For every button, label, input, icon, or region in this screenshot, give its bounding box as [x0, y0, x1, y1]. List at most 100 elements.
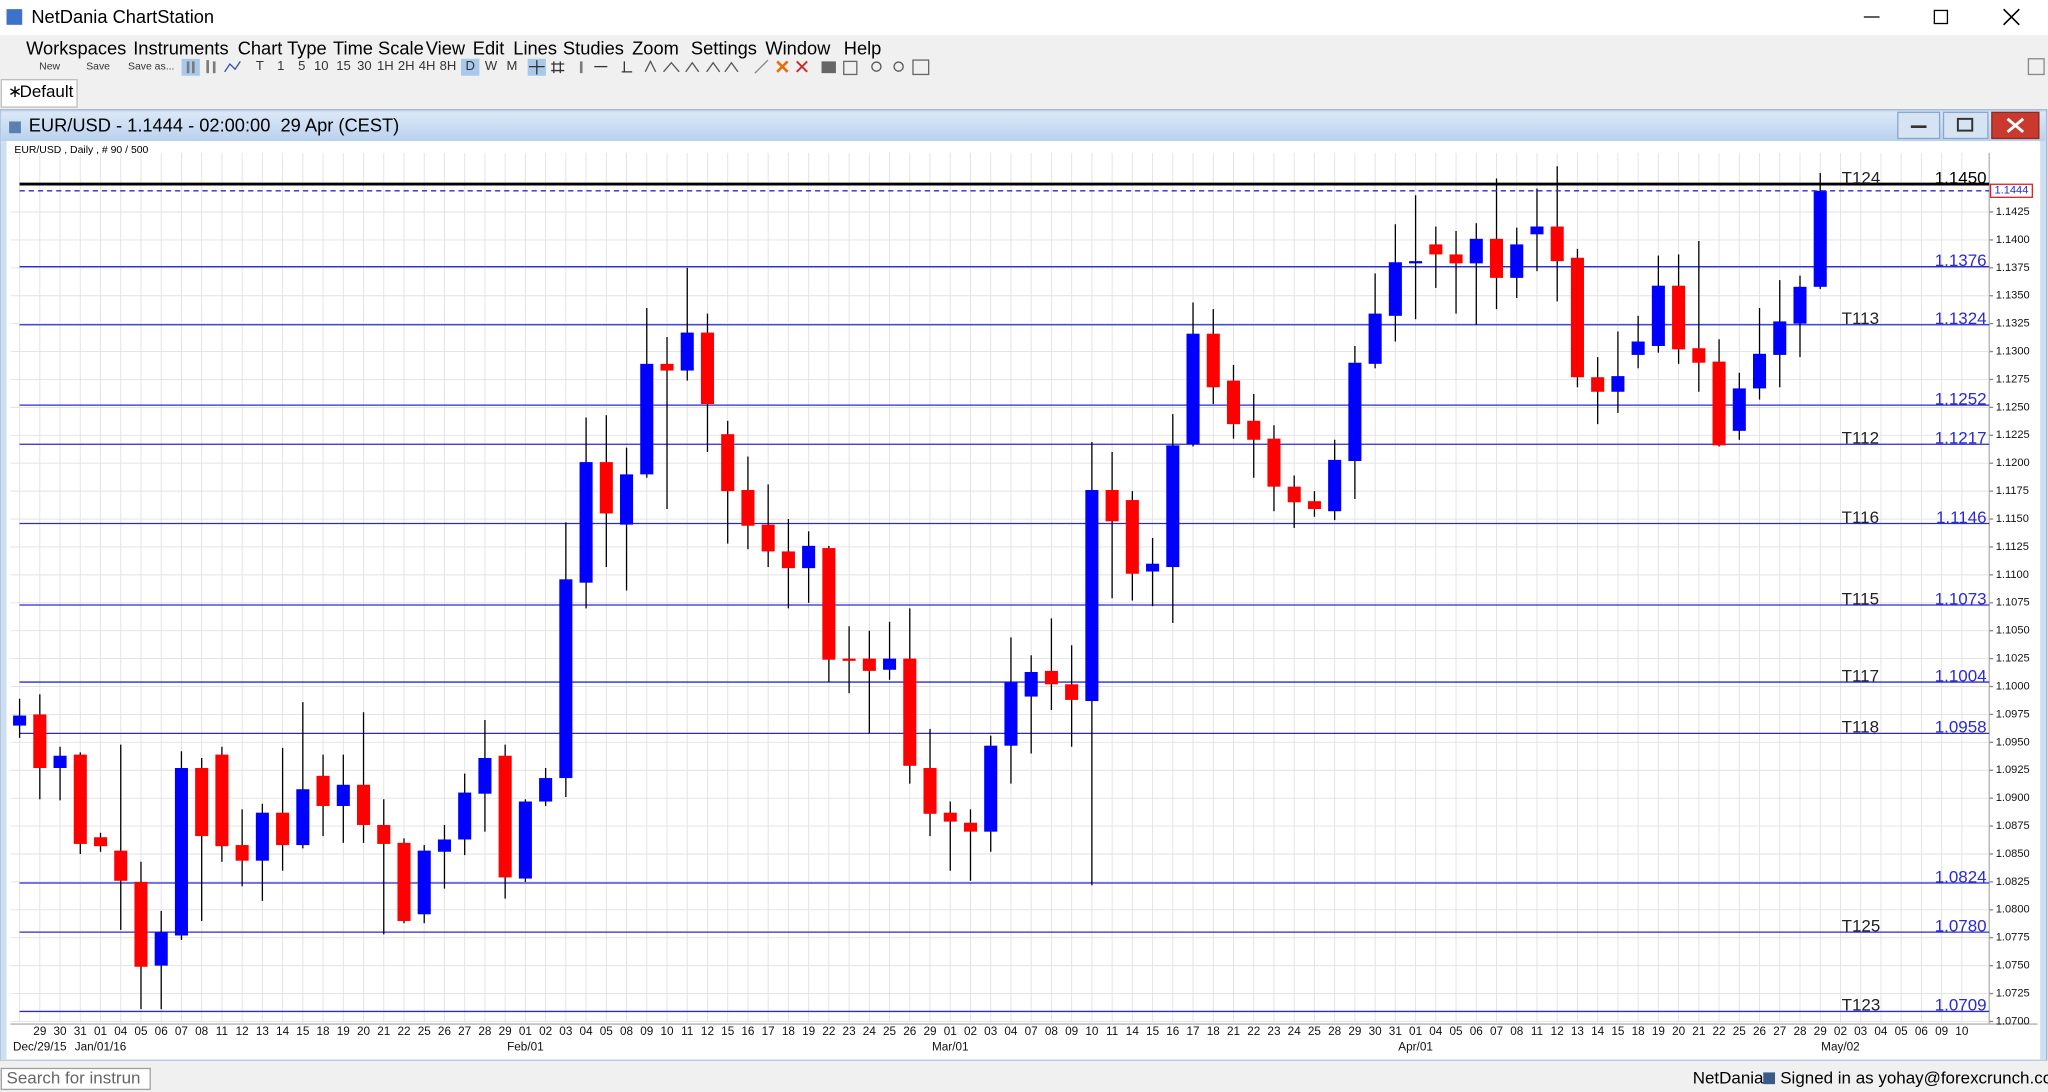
toolbar-button[interactable]: Save [86, 61, 110, 72]
candle-body [134, 881, 148, 967]
x-tick-label: 08 [195, 1025, 209, 1038]
x-tick-label: 04 [1429, 1025, 1443, 1038]
timescale-button[interactable]: W [485, 58, 498, 73]
candle-body [13, 715, 27, 726]
timescale-button[interactable]: 8H [440, 58, 457, 73]
tab-label: Default [20, 82, 74, 101]
y-tick-label: 1.1375 [1996, 262, 2030, 274]
chart-restore-icon [1956, 117, 1974, 132]
timescale-button[interactable]: 30 [357, 58, 372, 73]
toolbar-button[interactable]: New [39, 61, 60, 72]
level-value: 1.0709 [1935, 996, 1987, 1015]
x-tick-label: 24 [863, 1025, 877, 1038]
x-tick-label: 07 [1490, 1025, 1503, 1038]
restore-button[interactable] [1933, 9, 1949, 25]
menu-item[interactable]: Lines [513, 37, 557, 58]
menu-item[interactable]: Instruments [133, 37, 228, 58]
x-tick-label: 05 [600, 1025, 614, 1038]
level-value: 1.1450 [1935, 168, 1987, 187]
menu-item[interactable]: Settings [691, 37, 757, 58]
candle-body [1206, 333, 1220, 388]
menu-item[interactable]: Zoom [632, 37, 679, 58]
x-tick-label: 19 [1652, 1025, 1665, 1038]
timescale-button[interactable]: 15 [336, 58, 351, 73]
workspace-tab[interactable] [0, 79, 78, 108]
y-tick-label: 1.0950 [1996, 736, 2030, 748]
candle-body [1752, 353, 1767, 389]
x-tick-label: 06 [1915, 1025, 1929, 1038]
x-tick-label: 07 [175, 1025, 188, 1038]
tab-bar [0, 78, 2048, 110]
chart-restore-button[interactable] [1942, 111, 1989, 140]
status-bar [0, 1060, 2048, 1092]
candle-body [518, 801, 532, 879]
toolbar-icons [181, 58, 2045, 76]
timescale-button[interactable]: D [465, 58, 474, 73]
candle-body [822, 548, 836, 660]
menu-item[interactable]: Window [765, 37, 831, 58]
x-tick-label: 18 [1632, 1025, 1646, 1038]
status-brand: NetDania [1693, 1068, 1764, 1087]
x-tick-label: 20 [1672, 1025, 1686, 1038]
timescale-button[interactable]: 1H [377, 58, 394, 73]
search-box[interactable] [0, 1067, 151, 1091]
y-tick-label: 1.0875 [1996, 820, 2030, 832]
menu-item[interactable]: View [426, 37, 466, 58]
timescale-button[interactable]: T [256, 58, 264, 73]
tool-button[interactable] [181, 58, 200, 76]
y-tick-label: 1.0825 [1996, 876, 2030, 888]
timescale-button[interactable]: 2H [398, 58, 415, 73]
timescale-button[interactable]: M [507, 58, 518, 73]
x-tick-label: 15 [1611, 1025, 1625, 1038]
x-tick-label: 07 [1025, 1025, 1038, 1038]
level-value: 1.1004 [1935, 666, 1987, 685]
menu-item[interactable]: Chart Type [238, 37, 327, 58]
y-tick-label: 1.1050 [1996, 625, 2030, 637]
candle-body [215, 754, 229, 847]
timescale-button[interactable]: 10 [314, 58, 329, 73]
x-tick-label: 01 [94, 1025, 107, 1038]
x-tick-label: 10 [1085, 1025, 1099, 1038]
toolbar-button[interactable]: Save as... [128, 61, 174, 72]
plot: 1.0700 1.0725 1.0750 1.0775 1.0800 1.0825 1.08… [10, 152, 2033, 1054]
level-value: 1.1073 [1935, 589, 1987, 608]
x-tick-label: 22 [1713, 1025, 1726, 1038]
x-tick-label: 09 [1935, 1025, 1948, 1038]
x-tick-label: 16 [1166, 1025, 1180, 1038]
menu-item[interactable]: Studies [563, 37, 624, 58]
timescale-button[interactable]: 1 [277, 58, 284, 73]
candle-body [1328, 459, 1342, 512]
x-tick-label: 15 [1146, 1025, 1160, 1038]
candle-body [1287, 486, 1301, 503]
menu-item[interactable]: Help [844, 37, 882, 58]
tool-icon [192, 61, 195, 74]
candle-body [458, 792, 472, 840]
y-tick-label: 1.0700 [1996, 1015, 2030, 1027]
x-tick-label: 11 [216, 1025, 228, 1038]
candle-body [255, 812, 269, 861]
candle-body [195, 768, 209, 837]
y-tick-label: 1.1200 [1996, 457, 2030, 469]
candle-body [1692, 348, 1706, 363]
x-tick-label: 28 [1793, 1025, 1807, 1038]
candle-body [1550, 226, 1564, 262]
candle-body [276, 812, 290, 846]
candle-body [781, 551, 795, 569]
tool-icon [551, 61, 565, 74]
menu-item[interactable]: Workspaces [26, 37, 126, 58]
candle-body [1449, 254, 1463, 264]
candle-body [1368, 313, 1382, 364]
timescale-button[interactable]: 4H [419, 58, 436, 73]
tool-icon [843, 60, 858, 76]
candle-body [700, 332, 715, 405]
x-tick-label: 03 [559, 1025, 573, 1038]
close-button[interactable] [2003, 8, 2020, 26]
timescale-button[interactable]: 5 [298, 58, 305, 73]
y-tick-label: 1.1275 [1996, 373, 2030, 385]
level-value: 1.0780 [1935, 916, 1987, 935]
tool-icon [579, 61, 583, 74]
menu-item[interactable]: Edit [473, 37, 504, 58]
tool-icon [871, 61, 882, 72]
menu-item[interactable]: Time Scale [333, 37, 424, 58]
